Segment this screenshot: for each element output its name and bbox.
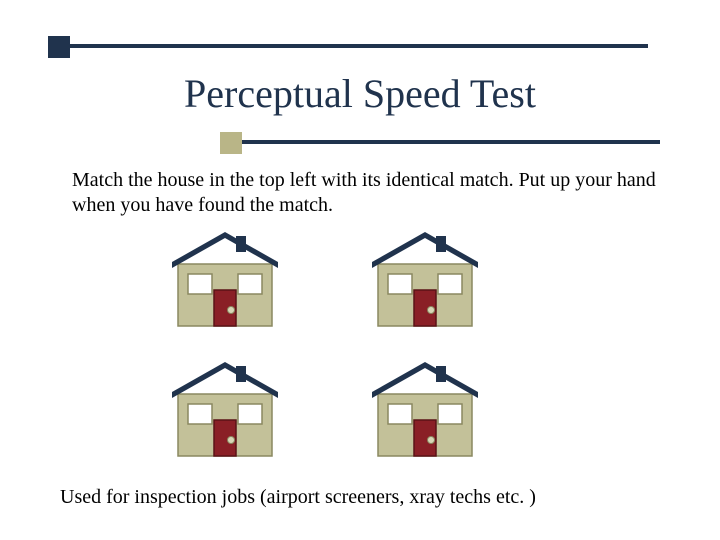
house-icon	[370, 360, 480, 460]
house-row	[170, 360, 530, 460]
house-icon	[170, 360, 280, 460]
house-icon	[170, 230, 280, 330]
house-icon	[370, 230, 480, 330]
houses-grid	[170, 230, 530, 490]
subheader-square	[220, 132, 242, 154]
header-square	[48, 36, 70, 58]
header-line	[48, 44, 648, 48]
instructions-text: Match the house in the top left with its…	[72, 168, 662, 218]
footer-text: Used for inspection jobs (airport screen…	[60, 486, 536, 509]
page-title: Perceptual Speed Test	[0, 70, 720, 117]
subheader-line	[240, 140, 660, 144]
house-row	[170, 230, 530, 330]
